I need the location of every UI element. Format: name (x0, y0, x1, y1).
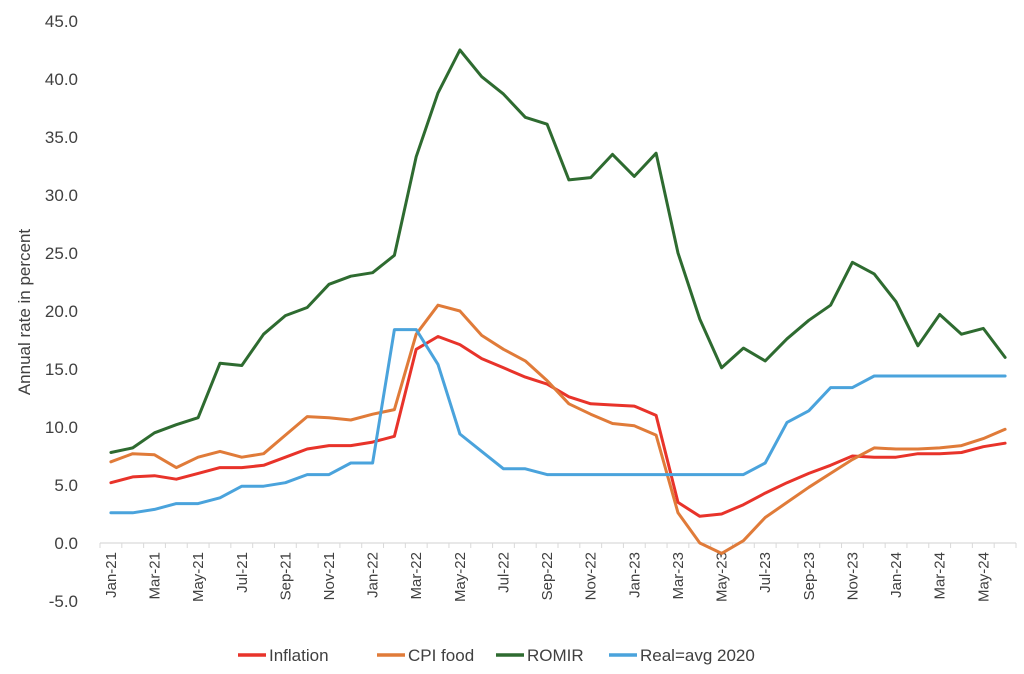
y-axis-title: Annual rate in percent (15, 229, 34, 396)
x-tick-label: Jul-21 (234, 552, 251, 593)
x-axis-ticks: Jan-21 Mar-21 May-21 Jul-21 Sep-21 Nov-21 Jan-… (103, 552, 992, 602)
y-tick-label: -5.0 (49, 592, 78, 611)
legend-label-inflation: Inflation (269, 646, 329, 665)
y-tick-label: 40.0 (45, 70, 78, 89)
x-tick-label: Jan-23 (626, 552, 643, 598)
x-tick-label: Jan-22 (365, 552, 382, 598)
x-tick-label: May-22 (452, 552, 469, 602)
y-tick-label: 10.0 (45, 418, 78, 437)
series-line-cpi-food (109, 303, 1007, 555)
y-tick-label: 20.0 (45, 302, 78, 321)
x-tick-label: Mar-21 (147, 552, 164, 600)
x-tick-label: May-23 (714, 552, 731, 602)
x-tick-label: Mar-23 (670, 552, 687, 600)
legend-label-cpi-food: CPI food (408, 646, 474, 665)
x-tick-label: Jan-21 (103, 552, 120, 598)
x-tick-label: Nov-22 (583, 552, 600, 600)
series-lines (109, 48, 1007, 555)
y-tick-label: 25.0 (45, 244, 78, 263)
series-line-romir (109, 48, 1007, 454)
series-line-real-avg-2020 (109, 328, 1007, 515)
y-tick-label: 5.0 (54, 476, 78, 495)
y-tick-label: 45.0 (45, 12, 78, 31)
legend-label-romir: ROMIR (527, 646, 584, 665)
y-tick-label: 30.0 (45, 186, 78, 205)
x-tick-label: May-21 (190, 552, 207, 602)
y-tick-label: 35.0 (45, 128, 78, 147)
x-tick-label: Mar-24 (932, 552, 949, 600)
x-tick-label: Jul-22 (495, 552, 512, 593)
x-tick-label: Nov-23 (844, 552, 861, 600)
legend: Inflation CPI food ROMIR Real=avg 2020 (238, 646, 755, 665)
y-axis-title-group: Annual rate in percent (15, 229, 34, 396)
y-axis-ticks: 45.0 40.0 35.0 30.0 25.0 20.0 15.0 10.0 5.0 0.0 -5… (45, 12, 78, 611)
x-tick-label: Sep-22 (539, 552, 556, 600)
x-tick-label: Jan-24 (888, 552, 905, 598)
x-tick-label: Nov-21 (321, 552, 338, 600)
zero-axis-group (99, 542, 1017, 548)
y-tick-label: 0.0 (54, 534, 78, 553)
x-tick-label: Jul-23 (757, 552, 774, 593)
y-tick-label: 15.0 (45, 360, 78, 379)
x-tick-label: Sep-23 (801, 552, 818, 600)
legend-label-real-avg-2020: Real=avg 2020 (640, 646, 755, 665)
x-tick-label: Mar-22 (408, 552, 425, 600)
x-tick-label: Sep-21 (277, 552, 294, 600)
x-tick-label: May-24 (975, 552, 992, 602)
